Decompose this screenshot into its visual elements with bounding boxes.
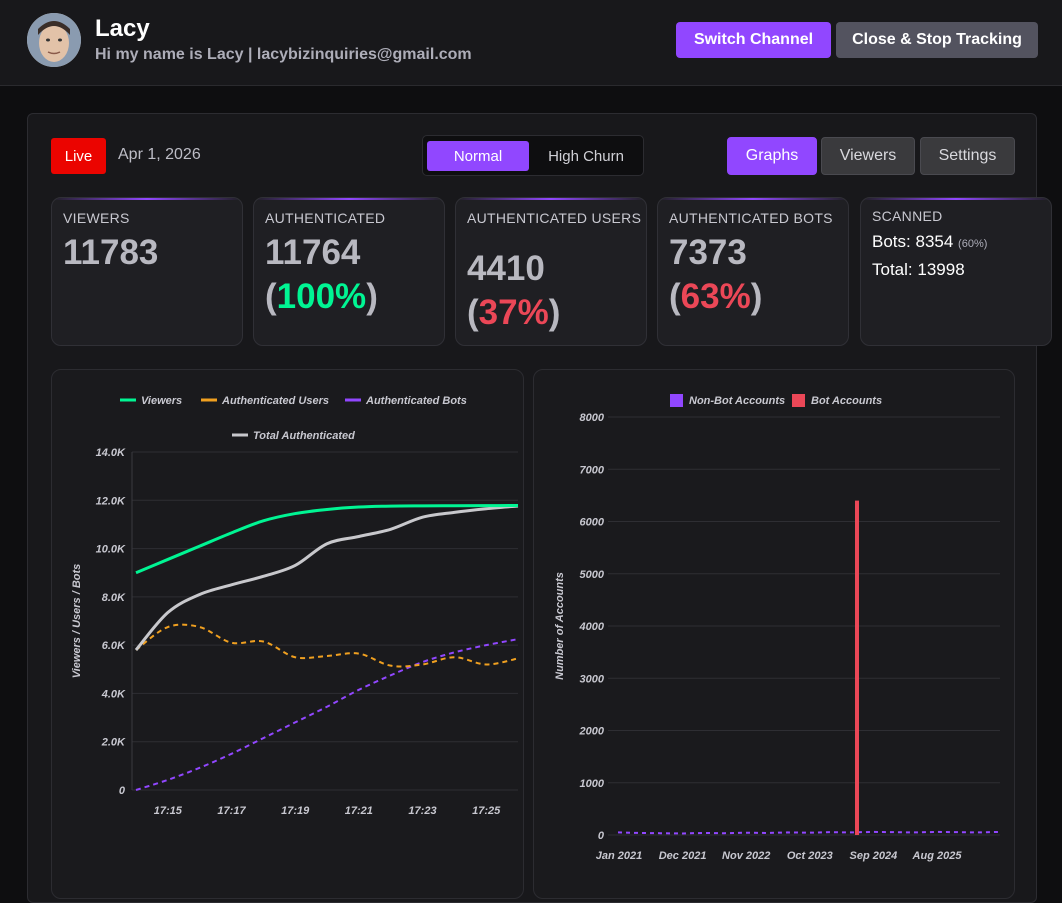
x-tick-label: Jan 2021 xyxy=(596,850,642,862)
x-tick-label: Dec 2021 xyxy=(659,850,707,862)
close-stop-tracking-button[interactable]: Close & Stop Tracking xyxy=(836,22,1038,58)
tab-settings[interactable]: Settings xyxy=(920,137,1015,175)
x-tick-label: Sep 2024 xyxy=(850,850,898,862)
y-tick-label: 10.0K xyxy=(96,544,126,556)
scanned-total-value: 13998 xyxy=(917,260,965,279)
legend-label: Non-Bot Accounts xyxy=(689,395,785,407)
stat-label: AUTHENTICATED USERS xyxy=(467,210,642,226)
stat-value: 11783 xyxy=(63,233,159,272)
scanned-bots: Bots: 8354 (60%) xyxy=(872,232,987,252)
y-axis-title: Viewers / Users / Bots xyxy=(71,564,83,679)
avatar-image xyxy=(27,13,81,67)
stat-card-scanned: SCANNED Bots: 8354 (60%) Total: 13998 xyxy=(860,197,1052,346)
stat-label: AUTHENTICATED BOTS xyxy=(669,210,833,226)
legend-label: Bot Accounts xyxy=(811,395,882,407)
x-tick-label: 17:15 xyxy=(154,805,183,817)
tab-viewers[interactable]: Viewers xyxy=(821,137,915,175)
session-date: Apr 1, 2026 xyxy=(118,146,201,163)
scanned-bots-label: Bots: xyxy=(872,232,911,251)
viewers-line-chart-panel: Viewers Authenticated Users Authenticated … xyxy=(51,369,524,899)
channel-bio: Hi my name is Lacy | lacybizinquiries@gm… xyxy=(95,46,472,63)
y-tick-label: 4000 xyxy=(579,621,605,633)
viewers-line-chart: Viewers Authenticated Users Authenticated … xyxy=(71,395,519,817)
x-tick-label: 17:25 xyxy=(472,805,501,817)
legend-label: Authenticated Users xyxy=(221,395,329,407)
y-tick-label: 14.0K xyxy=(96,447,126,459)
series-line-total-authenticated xyxy=(134,504,519,651)
stat-percent-value: 37% xyxy=(478,293,549,332)
x-tick-label: 17:19 xyxy=(281,805,310,817)
y-tick-label: 3000 xyxy=(580,673,605,685)
avatar xyxy=(27,13,81,67)
x-tick-label: 17:21 xyxy=(345,805,373,817)
x-tick-label: 17:17 xyxy=(217,805,246,817)
series-line-authenticated-users xyxy=(135,623,519,668)
y-tick-label: 8.0K xyxy=(102,592,126,604)
y-tick-label: 12.0K xyxy=(96,495,126,507)
non-bot-series-line xyxy=(617,830,1001,835)
scanned-total-label: Total: xyxy=(872,260,913,279)
series-line-authenticated-bots xyxy=(135,638,519,791)
y-tick-label: 6.0K xyxy=(102,640,126,652)
y-tick-label: 0 xyxy=(598,830,605,842)
y-tick-label: 5000 xyxy=(580,569,605,581)
live-badge: Live xyxy=(51,138,106,174)
stat-value: 7373 xyxy=(669,233,747,272)
mode-high-churn-button[interactable]: High Churn xyxy=(548,147,624,165)
scanned-bots-value: 8354 xyxy=(915,232,954,251)
channel-name: Lacy xyxy=(95,15,150,42)
scanned-total: Total: 13998 xyxy=(872,260,965,280)
series-line-viewers xyxy=(135,504,519,575)
mode-normal-button[interactable]: Normal xyxy=(427,141,529,171)
account-age-chart: Non-Bot Accounts Bot Accounts 0 1000 2000 300… xyxy=(554,394,1001,862)
stat-card-viewers: VIEWERS 11783 xyxy=(51,197,243,346)
legend-label: Total Authenticated xyxy=(253,430,355,442)
y-tick-label: 2000 xyxy=(579,726,605,738)
x-tick-label: Oct 2023 xyxy=(787,850,833,862)
top-header: Lacy Hi my name is Lacy | lacybizinquiri… xyxy=(0,0,1062,86)
bot-accounts-bar xyxy=(855,500,859,835)
x-tick-label: 17:23 xyxy=(408,805,436,817)
stat-card-authenticated: AUTHENTICATED 11764 (100%) xyxy=(253,197,445,346)
y-tick-label: 1000 xyxy=(580,778,605,790)
stat-card-authenticated-bots: AUTHENTICATED BOTS 7373 (63%) xyxy=(657,197,849,346)
switch-channel-button[interactable]: Switch Channel xyxy=(676,22,831,58)
stat-value: 4410 xyxy=(467,249,545,288)
mode-toggle: Normal High Churn xyxy=(422,135,644,176)
stat-percent-value: 100% xyxy=(276,277,367,316)
legend-label: Authenticated Bots xyxy=(365,395,467,407)
legend-swatch xyxy=(670,394,683,407)
scanned-bots-percent: (60%) xyxy=(958,238,988,250)
stat-percent-value: 63% xyxy=(680,277,751,316)
x-tick-label: Nov 2022 xyxy=(722,850,770,862)
y-tick-label: 7000 xyxy=(580,464,605,476)
stat-card-authenticated-users: AUTHENTICATED USERS 4410 (37%) xyxy=(455,197,647,346)
stat-percent: (100%) xyxy=(265,277,378,316)
y-tick-label: 0 xyxy=(119,785,126,797)
y-axis-title: Number of Accounts xyxy=(554,572,566,680)
tab-graphs[interactable]: Graphs xyxy=(727,137,817,175)
stat-percent: (63%) xyxy=(669,277,763,316)
y-tick-label: 4.0K xyxy=(101,688,126,700)
legend-swatch xyxy=(792,394,805,407)
y-tick-label: 2.0K xyxy=(101,737,126,749)
stat-value: 11764 xyxy=(265,233,361,272)
y-tick-label: 8000 xyxy=(580,412,605,424)
stat-label: SCANNED xyxy=(872,208,943,224)
account-age-chart-panel: Non-Bot Accounts Bot Accounts 0 1000 2000 300… xyxy=(533,369,1015,899)
stat-label: VIEWERS xyxy=(63,210,130,226)
y-tick-label: 6000 xyxy=(580,517,605,529)
legend-label: Viewers xyxy=(141,395,182,407)
x-tick-label: Aug 2025 xyxy=(912,850,963,862)
stat-percent: (37%) xyxy=(467,293,561,332)
stat-label: AUTHENTICATED xyxy=(265,210,386,226)
